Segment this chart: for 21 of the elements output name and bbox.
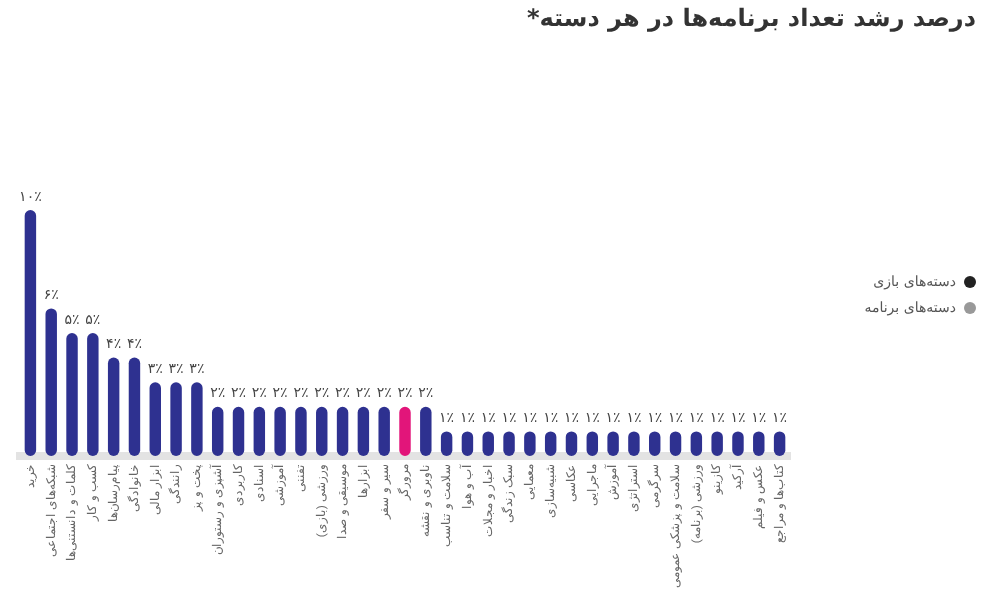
- bar: [295, 406, 307, 456]
- bar: [253, 406, 266, 456]
- bar: [399, 406, 411, 456]
- bar: [107, 357, 120, 456]
- bar: [316, 406, 328, 456]
- bar: [128, 357, 141, 456]
- bar: [232, 406, 245, 456]
- bar: [211, 406, 224, 456]
- bar: [336, 406, 349, 456]
- bar: [274, 406, 286, 456]
- bar: [191, 382, 203, 456]
- bar: [378, 406, 390, 456]
- chart-title: درصد رشد تعداد برنامه‌ها در هر دسته*: [526, 4, 976, 32]
- bar: [420, 406, 432, 456]
- bar: [170, 382, 182, 456]
- bar: [24, 210, 37, 456]
- bar: [87, 333, 99, 456]
- bar: [149, 382, 161, 456]
- bar: [66, 333, 78, 456]
- bar: [45, 308, 57, 456]
- bar: [357, 406, 370, 456]
